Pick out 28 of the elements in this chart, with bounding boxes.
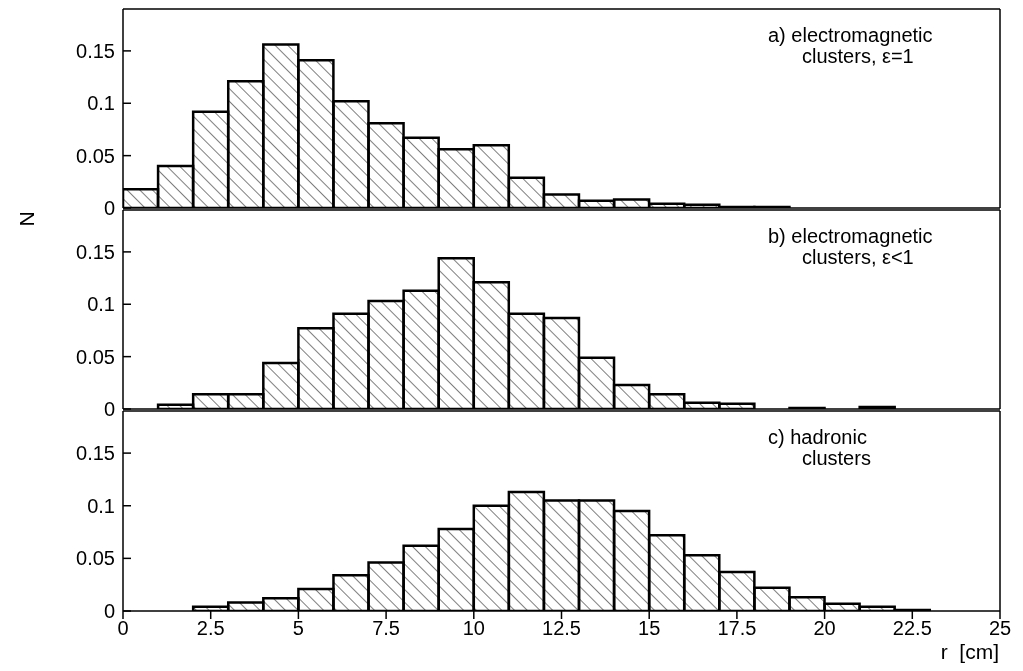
x-tick-label: 5 (292, 617, 304, 640)
y-tick-label: 0.1 (87, 293, 115, 316)
x-tick-label: 12.5 (542, 617, 581, 640)
y-tick-label: 0 (103, 197, 115, 220)
y-tick-label: 0.1 (87, 494, 115, 517)
annotation: a) electromagnetic clusters, ε=1 (768, 24, 933, 67)
x-tick-label: 22.5 (892, 617, 932, 640)
y-tick-label: 0.15 (76, 39, 115, 62)
x-tick-label: 15 (638, 617, 661, 640)
x-tick-label: 7.5 (372, 617, 401, 640)
y-axis-title: N (15, 211, 38, 227)
x-tick-label: 17.5 (717, 617, 757, 640)
annotation: b) electromagnetic clusters, ε<1 (768, 225, 933, 268)
x-tick-label: 20 (813, 617, 836, 640)
y-tick-label: 0 (103, 600, 115, 623)
y-tick-label: 0.05 (76, 547, 115, 570)
x-axis-title: r [cm] (940, 640, 999, 663)
y-tick-label: 0 (103, 398, 115, 421)
x-tick-label: 2.5 (196, 617, 225, 640)
y-tick-label: 0.05 (76, 345, 115, 368)
y-tick-label: 0.15 (76, 442, 115, 465)
y-tick-label: 0.05 (76, 144, 115, 167)
y-tick-label: 0.15 (76, 240, 115, 263)
annotation: c) hadronic clusters (768, 426, 871, 469)
x-tick-label: 0 (117, 617, 129, 640)
x-tick-label: 25 (988, 617, 1012, 640)
y-tick-label: 0.1 (87, 92, 115, 115)
x-tick-label: 10 (462, 617, 485, 640)
